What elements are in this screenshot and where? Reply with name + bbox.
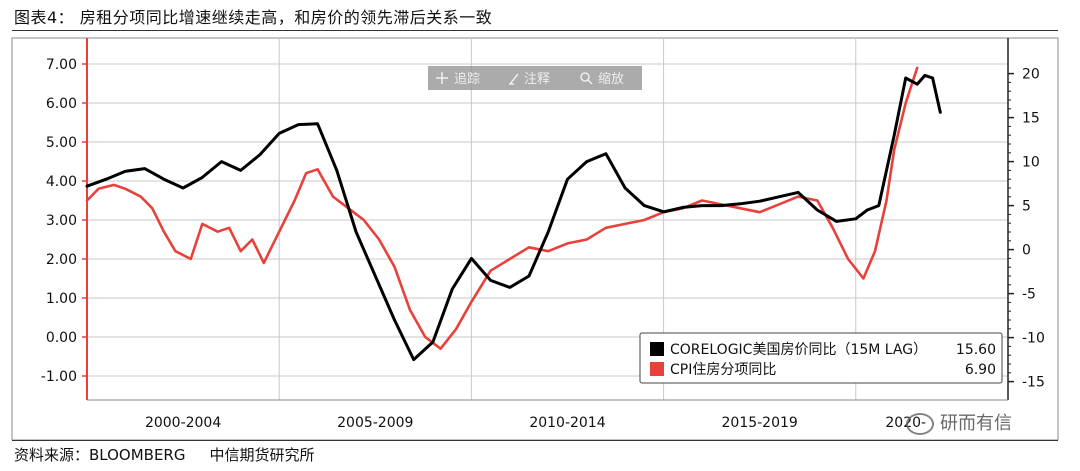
left-tick-label: -1.00 xyxy=(41,369,77,385)
legend-value-cpi: 6.90 xyxy=(965,362,996,378)
toolbar-annotate-label: 注释 xyxy=(524,72,550,87)
right-tick-label: -15 xyxy=(1022,375,1045,391)
legend-item-corelogic: CORELOGIC美国房价同比（15M LAG） 15.60 xyxy=(650,342,996,358)
right-tick-label: 20 xyxy=(1022,67,1040,83)
watermark-text: 研而有信 xyxy=(940,413,1012,434)
right-tick-label: 15 xyxy=(1022,111,1040,127)
x-tick-label: 2000-2004 xyxy=(145,415,221,431)
left-tick-label: 5.00 xyxy=(46,135,77,151)
left-tick-label: 1.00 xyxy=(46,291,77,307)
right-tick-label: 0 xyxy=(1022,243,1031,259)
right-tick-label: -5 xyxy=(1022,287,1036,303)
series-line-cpi xyxy=(85,66,919,351)
pencil-icon xyxy=(509,73,519,85)
right-tick-label: 5 xyxy=(1022,199,1031,215)
source-rule xyxy=(12,440,1058,441)
source-org: 中信期货研究所 xyxy=(209,446,315,464)
x-tick-label: 2005-2009 xyxy=(337,415,413,431)
wechat-icon xyxy=(906,413,934,435)
source-note: 资料来源：BLOOMBERG 中信期货研究所 xyxy=(14,444,315,465)
left-tick-label: 3.00 xyxy=(46,213,77,229)
title-rule xyxy=(12,30,1058,31)
legend-swatch-corelogic xyxy=(650,342,664,356)
right-tick-label: -10 xyxy=(1022,331,1045,347)
legend-label-corelogic: CORELOGIC美国房价同比（15M LAG） xyxy=(670,342,927,358)
left-axis: 7.00 6.00 5.00 4.00 3.00 2.00 1.00 0.00 -1.00 xyxy=(41,38,88,400)
chart-legend: CORELOGIC美国房价同比（15M LAG） 15.60 CPI住房分项同比… xyxy=(639,332,1003,384)
watermark: 研而有信 xyxy=(906,409,1012,435)
toolbar-zoom-label: 缩放 xyxy=(598,71,624,87)
series-layer xyxy=(85,66,942,362)
legend-item-cpi: CPI住房分项同比 6.90 xyxy=(650,362,996,378)
toolbar-zoom[interactable]: 缩放 xyxy=(580,71,624,87)
left-tick-label: 6.00 xyxy=(46,96,77,112)
series-line-corelogic xyxy=(85,73,942,362)
toolbar-move-label: 追踪 xyxy=(454,71,480,87)
x-tick-label: 2015-2019 xyxy=(722,415,798,431)
left-tick-label: 0.00 xyxy=(46,330,77,346)
x-tick-label: 2010-2014 xyxy=(529,415,605,431)
source-label: 资料来源：BLOOMBERG xyxy=(14,446,186,464)
legend-swatch-cpi xyxy=(650,362,664,376)
left-tick-label: 4.00 xyxy=(46,174,77,190)
right-axis: 20 15 10 5 0 -5 -10 -15 xyxy=(1007,38,1045,400)
left-tick-label: 2.00 xyxy=(46,252,77,268)
legend-label-cpi: CPI住房分项同比 xyxy=(670,362,776,378)
chart: 7.00 6.00 5.00 4.00 3.00 2.00 1.00 0.00 -1.00 20… xyxy=(11,37,1059,440)
move-icon xyxy=(436,72,448,84)
left-tick-label: 7.00 xyxy=(46,57,77,73)
toolbar-annotate[interactable]: 注释 xyxy=(509,72,550,87)
chart-toolbar: 追踪 注释 缩放 xyxy=(428,66,642,90)
figure-title: 图表4： 房租分项同比增速继续走高，和房价的领先滞后关系一致 xyxy=(14,8,493,27)
zoom-icon xyxy=(580,72,593,85)
right-tick-label: 10 xyxy=(1022,155,1040,171)
x-axis: 2000-2004 2005-2009 2010-2014 2015-2019 2020… xyxy=(87,399,1008,431)
legend-value-corelogic: 15.60 xyxy=(956,342,996,358)
toolbar-move[interactable]: 追踪 xyxy=(436,71,480,87)
